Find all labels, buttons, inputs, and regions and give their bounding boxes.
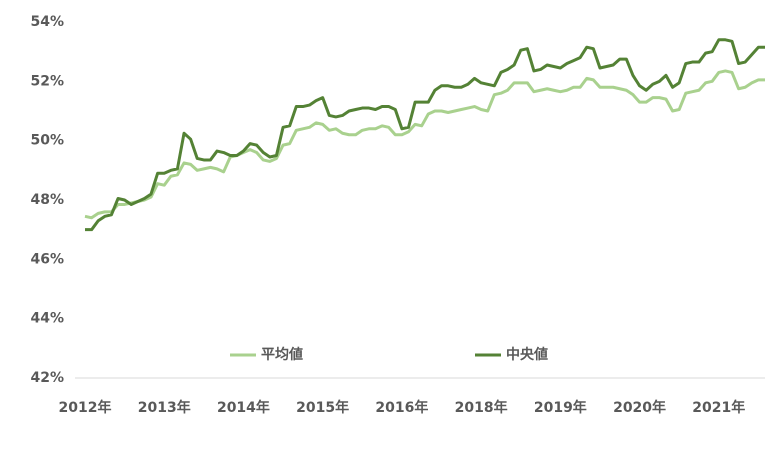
y-tick-label: 50% (30, 133, 64, 149)
y-tick-label: 44% (30, 311, 64, 327)
x-tick-label: 2014年 (217, 399, 270, 416)
legend-label: 中央値 (506, 346, 548, 363)
x-tick-label: 2012年 (59, 399, 112, 416)
x-tick-label: 2018年 (455, 399, 508, 416)
x-tick-label: 2013年 (138, 399, 191, 416)
y-tick-label: 54% (30, 14, 64, 30)
x-tick-label: 2021年 (692, 399, 745, 416)
y-tick-label: 52% (30, 73, 64, 89)
x-tick-label: 2016年 (375, 399, 428, 416)
y-tick-label: 48% (30, 192, 64, 208)
y-tick-label: 46% (30, 251, 64, 267)
x-tick-label: 2020年 (613, 399, 666, 416)
y-tick-label: 42% (30, 370, 64, 386)
line-series (85, 38, 765, 232)
x-tick-label: 2019年 (534, 399, 587, 416)
line-series (84, 69, 765, 220)
legend-label: 平均値 (261, 346, 303, 363)
x-tick-label: 2015年 (296, 399, 349, 416)
